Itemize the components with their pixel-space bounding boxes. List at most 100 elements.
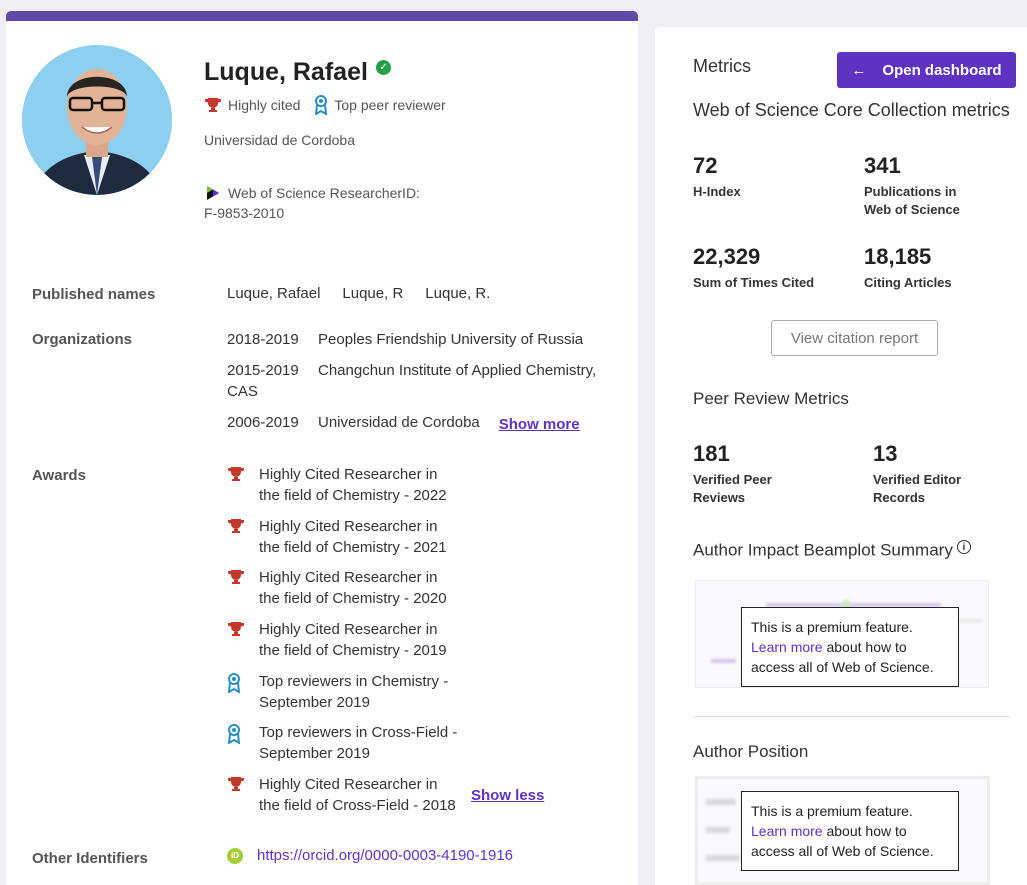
- org-years: 2015-2019: [227, 362, 299, 379]
- award-item: Top reviewers in Cross-Field - September…: [227, 722, 459, 764]
- times-cited-label: Sum of Times Cited: [693, 275, 815, 290]
- organizations-label: Organizations: [32, 331, 133, 348]
- learn-more-link[interactable]: Learn more: [751, 823, 823, 839]
- core-metrics-title: Web of Science Core Collection metrics: [693, 100, 1010, 120]
- trophy-icon: [228, 570, 244, 584]
- peer-review-title: Peer Review Metrics: [693, 389, 849, 408]
- show-less-link[interactable]: Show less: [471, 787, 545, 804]
- open-dashboard-button[interactable]: ← Open dashboard: [837, 52, 1016, 88]
- orcid-link[interactable]: https://orcid.org/0000-0003-4190-1916: [257, 847, 514, 864]
- h-index-label: H-Index: [693, 184, 741, 199]
- trophy-icon: [205, 98, 221, 112]
- published-names-list: Luque, Rafael Luque, R Luque, R.: [227, 285, 490, 302]
- award-text: Top reviewers in Chemistry - September 2…: [259, 673, 449, 711]
- trophy-icon: [228, 777, 244, 791]
- published-name: Luque, R: [342, 285, 404, 302]
- researcher-id-value: F-9853-2010: [204, 205, 285, 221]
- highly-cited-badge: Highly cited: [204, 97, 300, 113]
- times-cited-metric: 22,329 Sum of Times Cited: [693, 244, 814, 292]
- premium-text: This is a premium feature.: [751, 619, 913, 635]
- verified-editor-label: Verified Editor Records: [873, 472, 962, 505]
- arrow-left-icon: ←: [851, 61, 867, 79]
- publications-metric: 341 Publications in Web of Science: [864, 153, 974, 219]
- show-more-link[interactable]: Show more: [498, 416, 580, 433]
- award-item: Highly Cited Researcher in the field of …: [227, 619, 459, 661]
- published-name: Luque, Rafael: [227, 285, 321, 302]
- award-icon-wrap: [227, 722, 247, 764]
- org-years: 2006-2019: [227, 414, 299, 431]
- premium-feature-notice: This is a premium feature. Learn more ab…: [741, 791, 959, 871]
- verified-peer-label: Verified Peer Reviews: [693, 472, 772, 505]
- verified-editor-metric: 13 Verified Editor Records: [873, 441, 983, 507]
- metrics-card: Metrics ← Open dashboard Web of Science …: [655, 27, 1027, 885]
- org-years: 2018-2019: [227, 331, 299, 348]
- org-name: Universidad de Cordoba: [318, 414, 480, 431]
- verified-peer-value: 181: [693, 441, 730, 466]
- times-cited-value: 22,329: [693, 244, 761, 269]
- citing-articles-value: 18,185: [864, 244, 932, 269]
- metrics-title: Metrics: [693, 56, 751, 76]
- org-name: Changchun Institute of Applied Chemistry…: [227, 362, 597, 400]
- publications-value: 341: [864, 153, 901, 178]
- organization-row: 2018-2019 Peoples Friendship University …: [227, 329, 583, 350]
- author-position-title: Author Position: [693, 742, 809, 761]
- profile-badges: Highly cited Top peer reviewer: [204, 95, 460, 115]
- open-dashboard-label: Open dashboard: [882, 61, 1002, 79]
- org-name: Peoples Friendship University of Russia: [318, 331, 584, 348]
- citing-articles-metric: 18,185 Citing Articles: [864, 244, 952, 292]
- learn-more-link[interactable]: Learn more: [751, 639, 823, 655]
- orcid-icon: iD: [227, 847, 243, 864]
- premium-rest-text: about how to access all of Web of Scienc…: [751, 823, 934, 859]
- verified-peer-metric: 181 Verified Peer Reviews: [693, 441, 803, 507]
- avatar: [22, 45, 172, 195]
- award-item: Top reviewers in Chemistry - September 2…: [227, 671, 459, 713]
- orcid-row: iD https://orcid.org/0000-0003-4190-1916: [227, 847, 513, 864]
- award-item: Highly Cited Researcher in the field of …: [227, 464, 459, 506]
- award-text: Highly Cited Researcher in the field of …: [259, 776, 456, 814]
- profile-organization: Universidad de Cordoba: [204, 132, 355, 148]
- badge-label: Top peer reviewer: [334, 97, 446, 113]
- trophy-icon: [228, 622, 244, 636]
- citing-articles-label: Citing Articles: [864, 275, 952, 290]
- award-icon-wrap: [227, 516, 247, 558]
- award-text: Highly Cited Researcher in the field of …: [259, 569, 447, 607]
- h-index-metric: 72 H-Index: [693, 153, 741, 201]
- awards-label: Awards: [32, 467, 86, 484]
- view-citation-report-button[interactable]: View citation report: [771, 320, 938, 356]
- section-divider: [693, 716, 1010, 717]
- beamplot-title: Author Impact Beamplot Summary i: [693, 540, 971, 561]
- award-text: Top reviewers in Cross-Field - September…: [259, 724, 458, 762]
- other-identifiers-label: Other Identifiers: [32, 850, 148, 867]
- profile-name: Luque, Rafael ✓: [204, 58, 391, 87]
- top-peer-reviewer-badge: Top peer reviewer: [314, 95, 446, 115]
- h-index-value: 72: [693, 153, 718, 178]
- organization-row: 2015-2019 Changchun Institute of Applied …: [227, 360, 607, 402]
- award-item: Highly Cited Researcher in the field of …: [227, 567, 459, 609]
- award-icon-wrap: [227, 774, 247, 816]
- award-text: Highly Cited Researcher in the field of …: [259, 466, 447, 504]
- premium-feature-notice: This is a premium feature. Learn more ab…: [741, 607, 959, 687]
- premium-rest-text: about how to access all of Web of Scienc…: [751, 639, 934, 675]
- verified-editor-value: 13: [873, 441, 898, 466]
- award-text: Highly Cited Researcher in the field of …: [259, 621, 447, 659]
- reviewer-ribbon-icon: [315, 95, 328, 115]
- researcher-id-label: Web of Science ResearcherID:: [228, 185, 420, 201]
- published-name: Luque, R.: [425, 285, 491, 302]
- award-icon-wrap: [227, 464, 247, 506]
- profile-name-text: Luque, Rafael: [204, 58, 368, 86]
- award-icon-wrap: [227, 567, 247, 609]
- award-icon-wrap: [227, 671, 247, 713]
- verified-check-icon: ✓: [375, 60, 391, 75]
- org-text: 2015-2019 Changchun Institute of Applied …: [227, 360, 607, 402]
- trophy-icon: [228, 467, 244, 481]
- award-item: Highly Cited Researcher in the field of …: [227, 774, 459, 816]
- reviewer-ribbon-icon: [227, 724, 241, 745]
- award-text: Highly Cited Researcher in the field of …: [259, 518, 447, 556]
- award-item: Highly Cited Researcher in the field of …: [227, 516, 459, 558]
- researcher-id: Web of Science ResearcherID: F-9853-2010: [204, 184, 420, 221]
- info-icon[interactable]: i: [956, 540, 971, 554]
- wos-logo-icon: [207, 186, 219, 200]
- published-names-label: Published names: [32, 286, 156, 303]
- award-icon-wrap: [227, 619, 247, 661]
- trophy-icon: [228, 519, 244, 533]
